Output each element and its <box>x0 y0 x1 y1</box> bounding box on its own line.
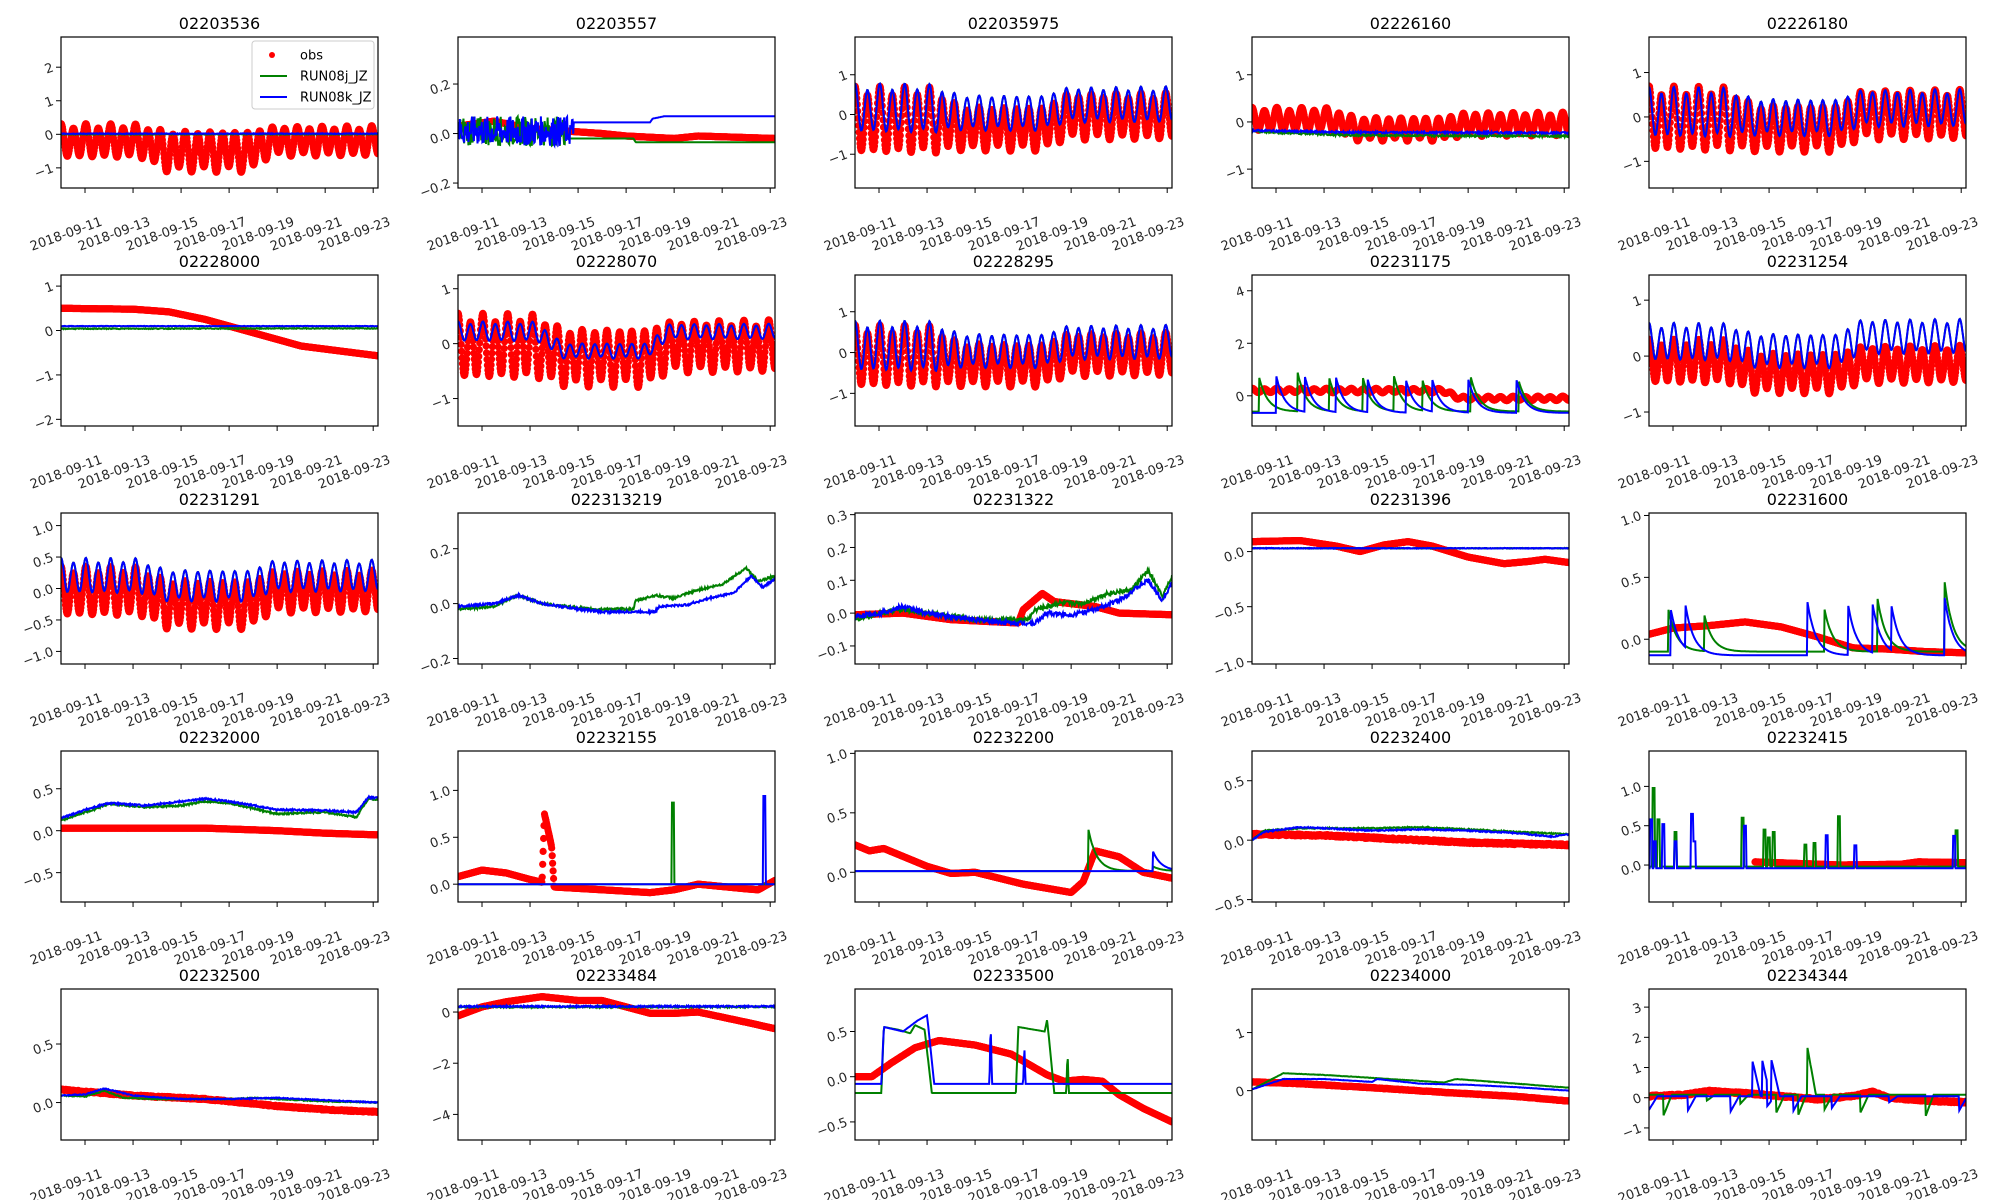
subplot-title: 02228000 <box>179 252 260 271</box>
obs-point <box>860 130 868 138</box>
subplot-022035975: 022035975−1012018-09-112018-09-132018-09… <box>822 14 1186 255</box>
y-tick-label: 1 <box>837 68 850 85</box>
axes-frame <box>457 36 776 189</box>
y-tick-label: 1 <box>1234 68 1247 85</box>
obs-point <box>771 134 775 143</box>
obs-point <box>507 344 515 352</box>
obs-point <box>482 342 490 350</box>
axes-frame <box>60 36 379 189</box>
y-tick-label: −1 <box>1621 155 1644 176</box>
subplot-title: 02226180 <box>1767 14 1848 33</box>
y-tick-label: 0 <box>1631 110 1644 127</box>
subplot-title: 02226160 <box>1370 14 1451 33</box>
obs-point <box>896 131 904 140</box>
obs-point <box>1653 134 1661 142</box>
legend-label: RUN08j_JZ <box>300 70 368 85</box>
legend-marker-obs <box>269 52 275 58</box>
series-RUN08k_JZ <box>458 113 775 149</box>
obs-point <box>463 349 471 357</box>
obs-point <box>909 136 917 144</box>
obs-point <box>612 362 620 370</box>
subplot-02203536: 02203536−10122018-09-112018-09-132018-09… <box>28 14 392 255</box>
y-tick-label: 0 <box>837 108 850 125</box>
plot-area <box>61 304 378 360</box>
obs-point <box>921 135 929 144</box>
obs-point <box>525 350 533 358</box>
subplot-title: 022035975 <box>968 14 1060 33</box>
obs-point <box>859 135 867 143</box>
plot-area <box>1252 103 1569 145</box>
legend: obs RUN08j_JZ RUN08k_JZ <box>251 40 375 110</box>
obs-point <box>475 346 483 354</box>
subplot-title: 02203536 <box>179 14 260 33</box>
y-tick-label: −1 <box>33 368 56 389</box>
series-RUN08k_JZ <box>61 131 378 136</box>
obs-point <box>512 355 521 363</box>
obs-point <box>1168 132 1172 140</box>
y-tick-label: 0 <box>43 128 56 145</box>
axes-frame <box>854 36 1173 189</box>
y-tick-label: −1 <box>827 148 850 169</box>
obs-point <box>563 358 571 366</box>
series-RUN08k_JZ <box>1252 127 1569 136</box>
subplot-title: 02203557 <box>576 14 657 33</box>
series-obs <box>61 304 378 360</box>
axes-frame <box>1251 36 1570 189</box>
subplot-02228070: 02228070−1012018-09-112018-09-132018-09-… <box>425 252 789 493</box>
series-RUN08j_JZ <box>1252 129 1569 141</box>
obs-point <box>934 136 942 144</box>
plot-area <box>855 82 1172 157</box>
obs-point <box>475 352 483 360</box>
y-tick-label: 2 <box>43 61 56 78</box>
series-RUN08k_JZ <box>855 82 1172 135</box>
obs-point <box>884 136 892 144</box>
y-tick-label: 1 <box>43 280 56 297</box>
obs-point <box>513 349 521 357</box>
obs-point <box>532 345 540 353</box>
series-obs <box>61 120 378 176</box>
obs-point <box>488 349 496 357</box>
obs-point <box>871 133 880 141</box>
plot-area <box>458 309 775 391</box>
y-tick-label: 0 <box>1234 115 1247 132</box>
obs-point <box>1962 132 1966 140</box>
y-tick-label: −0.2 <box>418 176 453 201</box>
plot-area <box>61 120 378 176</box>
plot-area <box>1649 82 1966 156</box>
obs-point <box>537 356 545 364</box>
obs-point <box>487 355 496 363</box>
axes-frame <box>1648 36 1967 189</box>
y-tick-label: −1 <box>1224 163 1247 184</box>
subplot-title: 02228070 <box>576 252 657 271</box>
obs-point <box>921 130 929 138</box>
y-tick-label: 0.0 <box>428 127 453 148</box>
plot-area <box>458 113 775 149</box>
y-tick-label: 1 <box>43 94 56 111</box>
obs-point <box>637 361 645 369</box>
obs-point <box>525 343 533 351</box>
legend-label: RUN08k_JZ <box>300 91 372 106</box>
obs-point <box>538 350 546 358</box>
subplot-02226160: 02226160−1012018-09-112018-09-132018-09-… <box>1219 14 1583 255</box>
obs-point <box>458 340 465 348</box>
obs-point <box>896 137 904 145</box>
obs-point <box>374 150 378 158</box>
y-tick-label: 1 <box>1631 66 1644 83</box>
y-tick-label: −1 <box>33 161 56 182</box>
y-tick-label: −2 <box>33 413 56 434</box>
legend-label: obs <box>300 49 323 64</box>
subplot-02228000: 02228000−2−1012018-09-112018-09-132018-0… <box>28 252 392 493</box>
legend-box <box>251 40 375 110</box>
series-RUN08k_JZ <box>1649 85 1966 139</box>
series-RUN08j_JZ <box>61 326 378 331</box>
obs-point <box>500 351 508 359</box>
subplot-02203557: 02203557−0.20.00.22018-09-112018-09-1320… <box>418 14 790 255</box>
subplot-02226180: 02226180−1012018-09-112018-09-132018-09-… <box>1616 14 1980 255</box>
y-tick-label: 0 <box>43 324 56 341</box>
y-tick-label: 0.2 <box>428 77 453 98</box>
obs-point <box>500 344 508 353</box>
series-obs <box>1252 103 1569 145</box>
